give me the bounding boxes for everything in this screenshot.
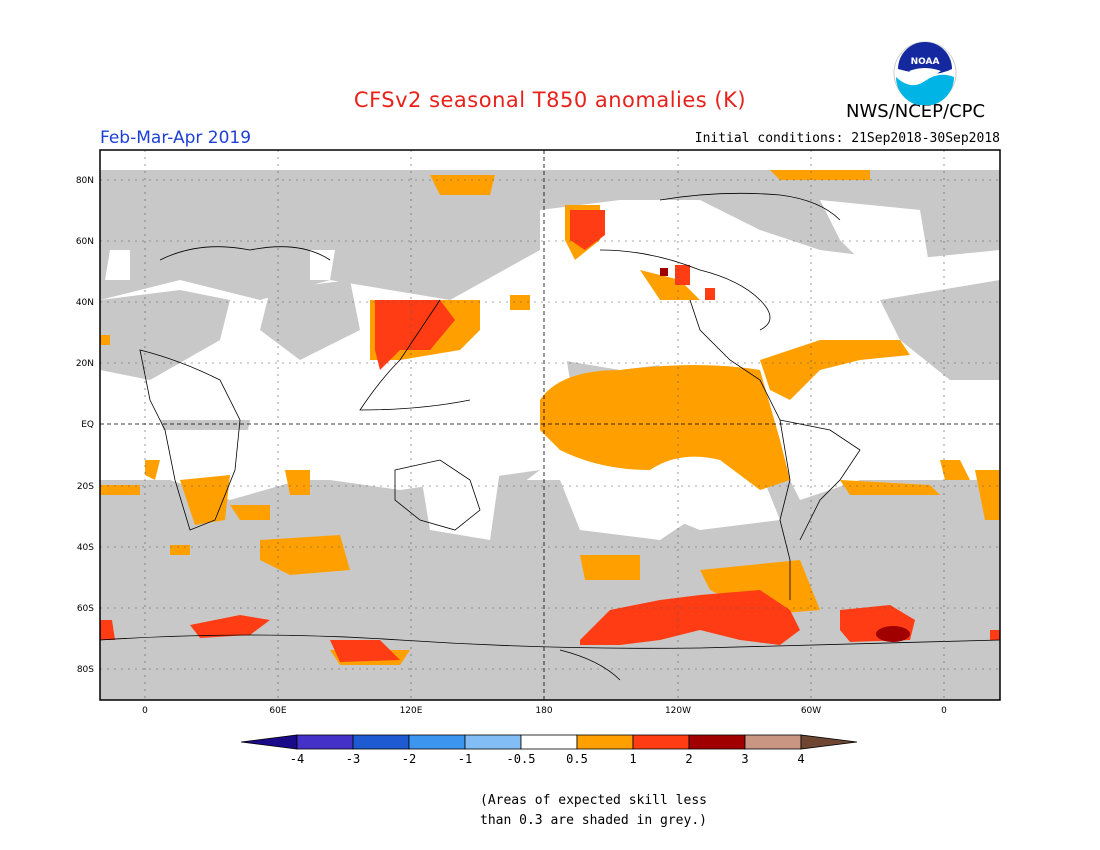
agency-label: NWS/NCEP/CPC: [846, 101, 986, 122]
colorbar-box: [688, 734, 746, 750]
skill-note-line1: (Areas of expected skill less: [480, 793, 707, 808]
colorbar-tick-label: -2: [402, 752, 416, 766]
white-low-skill-areas: [100, 200, 1000, 540]
colorbar-tick-label: -0.5: [507, 752, 536, 766]
colorbar-arrow-right: [800, 734, 858, 750]
colorbar-box: [632, 734, 690, 750]
lon-labels: 0 60E 120E 180 120W 60W 0: [142, 706, 947, 716]
lat-label: 20S: [77, 482, 94, 492]
colorbar-tick-label: -3: [346, 752, 360, 766]
lat-label: 40N: [76, 298, 94, 308]
colorbar-box: [744, 734, 802, 750]
lat-label: 60S: [77, 604, 94, 614]
lon-label: 0: [142, 706, 148, 716]
map-title: CFSv2 seasonal T850 anomalies (K): [353, 88, 747, 112]
colorbar: -4 -3 -2 -1 -0.5 0.5 1 2 3 4: [240, 734, 858, 766]
colorbar-tick-label: 1: [629, 752, 636, 766]
colorbar-box: [464, 734, 522, 750]
colorbar-box: [408, 734, 466, 750]
colorbar-tick-label: -1: [458, 752, 472, 766]
colorbar-box: [352, 734, 410, 750]
lat-label: 80N: [76, 176, 94, 186]
colorbar-box: [296, 734, 354, 750]
colorbar-tick-label: -4: [290, 752, 304, 766]
season-label: Feb-Mar-Apr 2019: [100, 128, 252, 148]
noaa-logo-text: NOAA: [911, 57, 940, 67]
lat-label: 20N: [76, 359, 94, 369]
lon-label: 120W: [665, 706, 691, 716]
lon-label: 60E: [269, 706, 286, 716]
lon-label: 180: [535, 706, 552, 716]
graticule: [100, 150, 1000, 700]
colorbar-tick-label: 4: [797, 752, 804, 766]
lon-label: 0: [941, 706, 947, 716]
colorbar-tick-label: 2: [685, 752, 692, 766]
lat-label: 60N: [76, 237, 94, 247]
colorbar-box: [520, 734, 578, 750]
lon-label: 60W: [801, 706, 821, 716]
lat-label: EQ: [81, 420, 94, 430]
colorbar-arrow-left: [240, 734, 298, 750]
anomaly-map: 80N 60N 40N 20N EQ 20S 40S 60S 80S 0 60E…: [76, 149, 1001, 716]
lon-label: 120E: [400, 706, 423, 716]
lat-labels: 80N 60N 40N 20N EQ 20S 40S 60S 80S: [76, 176, 94, 675]
colorbar-box: [576, 734, 634, 750]
initial-conditions-label: Initial conditions: 21Sep2018-30Sep2018: [694, 131, 1000, 146]
lat-label: 80S: [77, 665, 94, 675]
lat-label: 40S: [77, 543, 94, 553]
colorbar-tick-label: 0.5: [566, 752, 588, 766]
noaa-logo: NOAA: [893, 41, 957, 105]
colorbar-tick-label: 3: [741, 752, 748, 766]
anomaly-2-3: [660, 268, 910, 642]
skill-note-line2: than 0.3 are shaded in grey.): [480, 813, 707, 828]
anomaly-0.5-1: [100, 170, 1000, 665]
map-frame: [99, 149, 1001, 701]
coastlines: [100, 192, 1000, 681]
